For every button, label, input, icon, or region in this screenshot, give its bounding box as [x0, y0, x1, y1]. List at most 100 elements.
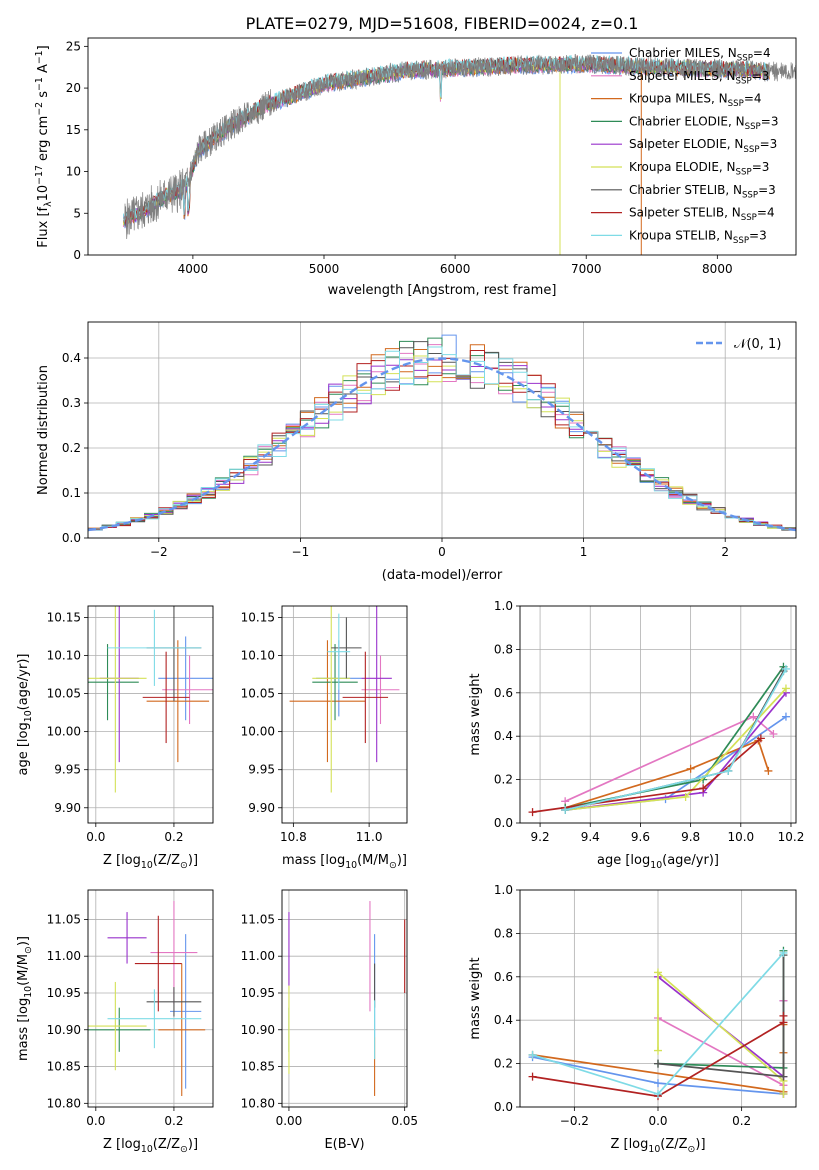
spectrum-legend: Chabrier MILES, NSSP=4 Salpeter MILES, NS… [591, 46, 778, 246]
x-tick-label: 9.2 [531, 830, 550, 844]
legend-label: Kroupa STELIB, NSSP=3 [629, 228, 767, 246]
y-tick-label: 10.10 [47, 648, 81, 662]
x-tick-label: 0.00 [276, 1114, 303, 1128]
y-tick-label: 0.6 [494, 686, 513, 700]
y-tick-label: 0.8 [494, 642, 513, 656]
residual-axes: −2 −1 0 1 2 0.0 0.1 0.2 0.3 0.4 (data-model)/error… [36, 321, 797, 583]
y-tick-label: 0.0 [494, 816, 513, 830]
series-line-salpeter-miles [564, 715, 774, 803]
y-axis-label: Normed distribution [36, 365, 51, 495]
x-tick-label: 7000 [571, 262, 602, 276]
age-vs-z-axes: 0.0 0.2 9.90 9.95 10.00 10.05 10.10 10.15 Z [log… [16, 605, 214, 871]
y-tick-label: 0.6 [494, 970, 513, 984]
series-line-kroupa-elodie [657, 970, 785, 1094]
x-tick-label: 0.2 [732, 1114, 751, 1128]
y-axis-label: mass weight [468, 957, 483, 1039]
y-tick-label: 10.00 [47, 725, 81, 739]
weight-vs-z-axes: −0.2 0.0 0.2 0.0 0.2 0.4 0.6 0.8 1.0 Z [log10(Z/Z… [468, 883, 797, 1155]
y-tick-label: 25 [66, 39, 81, 53]
y-tick-label: 0.0 [494, 1100, 513, 1114]
y-tick-label: 0.2 [494, 1057, 513, 1071]
y-tick-label: 10.85 [241, 1060, 275, 1074]
y-tick-label: 0.4 [62, 351, 81, 365]
y-tick-label: 10.90 [241, 1023, 275, 1037]
legend-label: Kroupa ELODIE, NSSP=3 [629, 160, 769, 178]
series-marker [781, 712, 790, 721]
y-axis-label: mass [log10(M/M⊙)] [16, 936, 34, 1061]
x-tick-label: 6000 [440, 262, 471, 276]
y-tick-label: 10.90 [47, 1023, 81, 1037]
axes-frame [87, 605, 214, 824]
x-axis-label: E(B-V) [324, 1137, 364, 1152]
y-tick-label: 10.80 [47, 1096, 81, 1110]
y-tick-label: 10.85 [47, 1060, 81, 1074]
x-tick-label: 9.8 [681, 830, 700, 844]
series-marker [654, 1079, 662, 1088]
legend-label: Salpeter STELIB, NSSP=4 [629, 206, 775, 224]
x-axis-label: wavelength [Angstrom, rest frame] [328, 283, 557, 298]
x-tick-label: 10.2 [778, 830, 805, 844]
y-tick-label: 9.95 [248, 763, 275, 777]
legend-label: 𝒩(0, 1) [734, 337, 781, 352]
x-axis-label: Z [log10(Z/Z⊙)] [103, 853, 198, 871]
x-tick-label: 10.0 [727, 830, 754, 844]
x-tick-label: −2 [150, 545, 168, 559]
spectrum-axes: 4000 5000 6000 7000 8000 0 5 10 15 20 25 wavelength… [34, 37, 797, 298]
y-tick-label: 5 [73, 206, 81, 220]
age-vs-mass-axes: 10.8 11.0 9.90 9.95 10.00 10.05 10.10 10.15 mass… [241, 605, 408, 871]
x-tick-label: 0.0 [648, 1114, 667, 1128]
series-marker [749, 712, 758, 721]
axes-frame [87, 37, 797, 256]
series-marker [681, 792, 690, 801]
x-tick-label: 8000 [702, 262, 733, 276]
residual-histogram-kroupa-stelib [88, 346, 796, 533]
x-axis-label: (data-model)/error [382, 568, 503, 583]
y-tick-label: 0.2 [494, 773, 513, 787]
series-marker [756, 734, 765, 743]
x-tick-label: 1 [580, 545, 588, 559]
x-tick-label: 0 [438, 545, 446, 559]
series-marker [528, 808, 537, 817]
y-tick-label: 11.00 [47, 949, 81, 963]
series-marker [654, 968, 662, 977]
normal-curve [88, 357, 796, 532]
y-tick-label: 0.4 [494, 1013, 513, 1027]
axes-frame [87, 321, 797, 539]
axes-frame [519, 889, 797, 1108]
y-axis-label: age [log10(age/yr)] [16, 654, 34, 776]
legend-label: Salpeter MILES, NSSP=3 [629, 69, 769, 87]
x-axis-label: Z [log10(Z/Z⊙)] [610, 1137, 705, 1155]
x-tick-label: −0.2 [560, 1114, 589, 1128]
series-marker [699, 784, 708, 793]
y-axis-label: mass weight [468, 673, 483, 755]
x-axis-label: Z [log10(Z/Z⊙)] [103, 1137, 198, 1155]
x-tick-label: 0.0 [86, 1114, 105, 1128]
y-tick-label: 11.00 [241, 949, 275, 963]
series-marker [654, 1046, 662, 1055]
series-marker [779, 948, 788, 957]
series-marker [769, 730, 778, 739]
y-tick-label: 9.90 [248, 801, 275, 815]
y-tick-label: 10.00 [241, 725, 275, 739]
y-tick-label: 0.8 [494, 926, 513, 940]
x-tick-label: 0.0 [86, 830, 105, 844]
y-tick-label: 10.05 [47, 687, 81, 701]
axes-frame [519, 605, 797, 824]
y-tick-label: 20 [66, 81, 81, 95]
y-tick-label: 0.2 [62, 441, 81, 455]
y-tick-label: 9.90 [54, 801, 81, 815]
y-tick-label: 10.95 [47, 986, 81, 1000]
y-tick-label: 0.0 [62, 531, 81, 545]
y-tick-label: 10 [66, 165, 81, 179]
x-tick-label: 0.2 [164, 830, 183, 844]
y-tick-label: 10.05 [241, 687, 275, 701]
y-tick-label: 1.0 [494, 883, 513, 897]
x-tick-label: 0.05 [391, 1114, 418, 1128]
axes-frame [281, 605, 408, 824]
mass-vs-z-axes: 0.0 0.2 10.80 10.85 10.90 10.95 11.00 11.05 Z [l… [16, 889, 214, 1155]
y-tick-label: 10.15 [47, 610, 81, 624]
histograms [88, 334, 796, 533]
residual-histogram-salpeter-stelib [88, 350, 796, 532]
series-marker [781, 664, 790, 673]
